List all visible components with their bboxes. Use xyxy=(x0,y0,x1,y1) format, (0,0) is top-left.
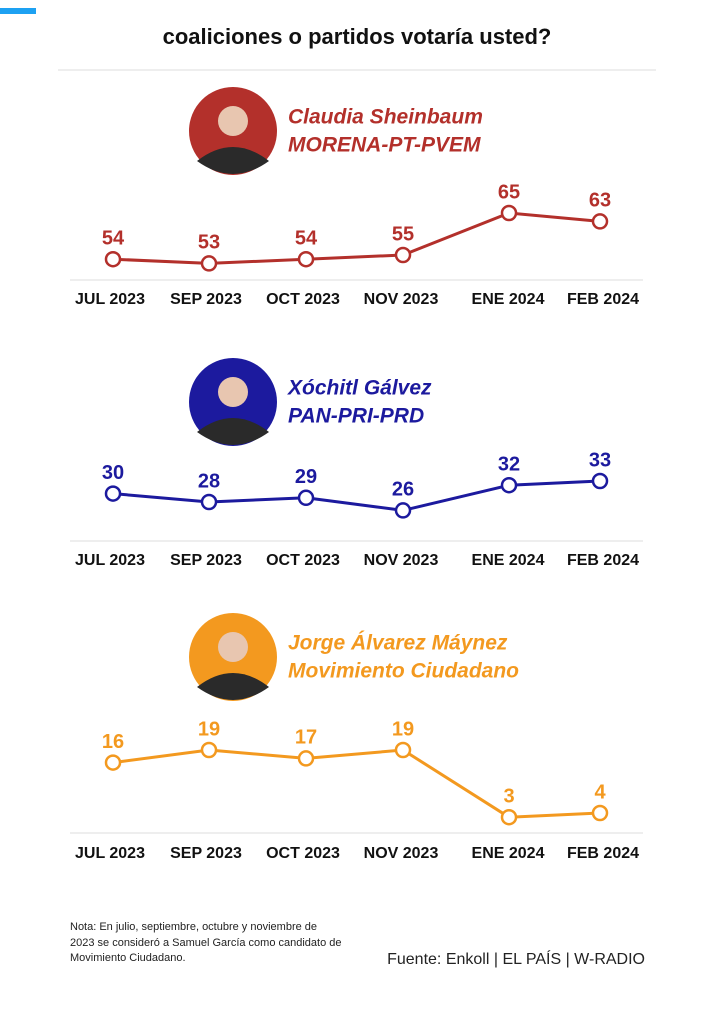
candidate-party: MORENA-PT-PVEM xyxy=(288,134,481,157)
value-label: 28 xyxy=(198,470,220,492)
source: Fuente: Enkoll | EL PAÍS | W-RADIO xyxy=(387,949,645,968)
candidate-name: Claudia Sheinbaum xyxy=(288,106,483,129)
value-label: 55 xyxy=(392,223,414,245)
point xyxy=(591,213,609,230)
point xyxy=(394,741,412,759)
value-label: 29 xyxy=(295,466,317,488)
value-label: 63 xyxy=(589,190,611,212)
point xyxy=(104,754,122,771)
point xyxy=(591,804,609,822)
x-tick-label: FEB 2024 xyxy=(567,291,639,308)
point xyxy=(500,476,518,494)
value-label: 30 xyxy=(102,462,124,484)
avatar-body xyxy=(197,147,269,174)
point xyxy=(297,489,315,507)
point xyxy=(394,246,412,264)
x-tick-label: OCT 2023 xyxy=(266,291,340,308)
x-tick-label: SEP 2023 xyxy=(170,845,242,862)
x-tick-label: ENE 2024 xyxy=(472,291,545,308)
candidate-party: PAN-PRI-PRD xyxy=(288,405,424,428)
point xyxy=(200,255,218,272)
point xyxy=(297,250,315,268)
point xyxy=(104,485,122,502)
value-label: 53 xyxy=(198,232,220,254)
x-tick-label: OCT 2023 xyxy=(266,845,340,862)
candidate-name: Xóchitl Gálvez xyxy=(287,377,432,400)
avatar-head xyxy=(218,377,248,407)
point xyxy=(500,808,518,826)
x-tick-label: ENE 2024 xyxy=(472,845,545,862)
value-label: 17 xyxy=(295,727,317,749)
candidate-party: Movimiento Ciudadano xyxy=(288,660,519,683)
note-line: Nota: En julio, septiembre, octubre y no… xyxy=(70,921,317,933)
avatar-body xyxy=(197,673,269,700)
value-label: 3 xyxy=(503,785,514,807)
note-line: 2023 se consideró a Samuel García como c… xyxy=(70,937,342,949)
x-tick-label: NOV 2023 xyxy=(364,552,439,569)
value-label: 16 xyxy=(102,731,124,753)
note-line: Movimiento Ciudadano. xyxy=(70,952,186,964)
x-tick-label: FEB 2024 xyxy=(567,845,639,862)
value-label: 54 xyxy=(102,227,125,249)
title: coaliciones o partidos votaría usted? xyxy=(163,24,552,49)
x-tick-label: JUL 2023 xyxy=(75,845,145,862)
avatar-head xyxy=(218,106,248,136)
avatar-body xyxy=(197,418,269,445)
value-label: 19 xyxy=(392,718,414,740)
point xyxy=(591,472,609,490)
point xyxy=(200,493,218,511)
candidate-name: Jorge Álvarez Máynez xyxy=(288,632,508,655)
trend-line xyxy=(112,479,601,512)
x-tick-label: ENE 2024 xyxy=(472,552,545,569)
value-label: 4 xyxy=(594,781,606,803)
point xyxy=(500,204,518,222)
accent-bar xyxy=(0,8,36,14)
value-label: 26 xyxy=(392,479,414,501)
x-tick-label: SEP 2023 xyxy=(170,552,242,569)
x-tick-label: OCT 2023 xyxy=(266,552,340,569)
x-tick-label: JUL 2023 xyxy=(75,552,145,569)
point xyxy=(200,741,218,759)
point xyxy=(394,502,412,519)
point xyxy=(297,750,315,767)
point xyxy=(104,250,122,268)
value-label: 19 xyxy=(198,718,220,740)
value-label: 65 xyxy=(498,181,520,203)
x-tick-label: NOV 2023 xyxy=(364,845,439,862)
trend-line xyxy=(112,748,601,819)
trend-line xyxy=(112,211,601,265)
value-label: 32 xyxy=(498,453,520,475)
x-tick-label: NOV 2023 xyxy=(364,291,439,308)
x-tick-label: JUL 2023 xyxy=(75,291,145,308)
x-tick-label: SEP 2023 xyxy=(170,291,242,308)
x-tick-label: FEB 2024 xyxy=(567,552,639,569)
avatar-head xyxy=(218,632,248,662)
value-label: 54 xyxy=(295,227,318,249)
value-label: 33 xyxy=(589,449,611,471)
